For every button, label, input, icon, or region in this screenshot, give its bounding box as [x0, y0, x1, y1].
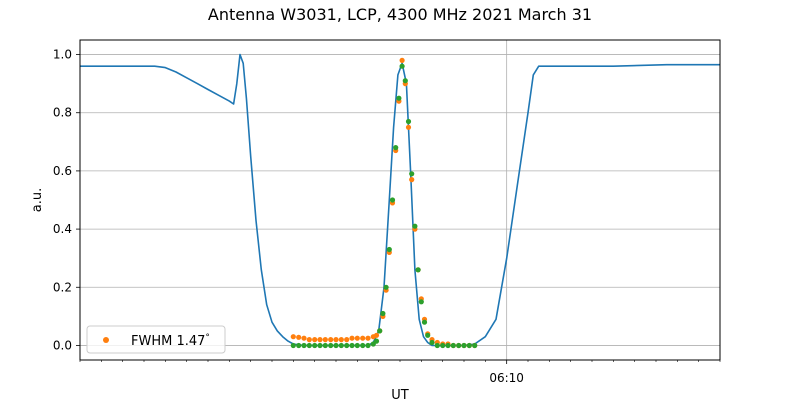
green-point	[360, 342, 366, 349]
green-point	[373, 338, 380, 344]
green-point	[434, 342, 440, 349]
green-point	[409, 171, 415, 177]
legend-marker	[103, 337, 109, 343]
orange-point	[317, 337, 323, 343]
orange-point	[322, 337, 328, 343]
green-point	[344, 342, 350, 349]
x-tick-label: 06:10	[489, 371, 524, 385]
green-point	[312, 342, 318, 349]
green-point	[328, 342, 334, 349]
green-point	[386, 246, 392, 253]
orange-point	[290, 334, 296, 340]
orange-point	[354, 335, 360, 341]
orange-point	[405, 124, 412, 130]
green-point	[338, 342, 344, 349]
orange-point	[399, 57, 405, 64]
legend-degree-symbol: °	[205, 333, 210, 343]
green-point	[450, 342, 456, 349]
green-point	[440, 342, 446, 349]
green-point	[365, 342, 371, 349]
y-axis: 0.0 0.2 0.4 0.6 0.8 1.0	[53, 48, 80, 352]
orange-point	[409, 177, 415, 183]
green-point	[306, 342, 312, 349]
green-point	[399, 63, 405, 69]
green-point	[301, 342, 307, 349]
orange-point	[328, 337, 334, 343]
orange-point	[301, 335, 307, 341]
green-point	[380, 310, 386, 317]
green-point	[461, 342, 467, 349]
y-tick-label: 1.0	[53, 48, 72, 62]
green-point	[317, 342, 323, 349]
orange-point	[349, 335, 355, 341]
legend-label-text: FWHM 1.47	[131, 334, 205, 349]
green-point	[402, 78, 408, 84]
green-point	[429, 339, 435, 346]
green-point	[405, 118, 412, 125]
green-point	[396, 95, 402, 101]
y-tick-label: 0.6	[53, 164, 72, 178]
green-point	[290, 342, 296, 349]
green-point	[322, 342, 328, 349]
green-point	[425, 332, 431, 338]
orange-point	[296, 334, 302, 340]
y-tick-label: 0.0	[53, 338, 72, 352]
green-point	[445, 342, 451, 349]
x-axis: 06:10	[79, 360, 721, 385]
series-layer	[80, 53, 720, 349]
green-point	[393, 145, 399, 151]
chart-title: Antenna W3031, LCP, 4300 MHz 2021 March …	[208, 5, 592, 24]
green-point	[296, 342, 302, 349]
green-point	[389, 197, 396, 203]
y-tick-label: 0.4	[53, 222, 72, 236]
legend-box	[86, 325, 226, 354]
legend: FWHM 1.47°	[86, 325, 226, 354]
green-point	[466, 342, 472, 349]
green-point	[333, 342, 339, 349]
green-point	[421, 319, 428, 325]
orange-point	[360, 335, 366, 341]
orange-point	[373, 332, 380, 338]
green-point	[456, 342, 462, 349]
y-axis-label: a.u.	[30, 188, 45, 212]
green-point	[415, 267, 421, 273]
orange-point	[312, 337, 318, 343]
legend-label: FWHM 1.47°	[131, 333, 210, 349]
orange-point	[338, 337, 344, 343]
green-point	[354, 342, 360, 349]
green-point	[472, 342, 478, 349]
green-point	[418, 299, 424, 305]
orange-point	[344, 337, 350, 343]
green-point	[383, 284, 389, 290]
green-point	[377, 328, 383, 334]
x-axis-label: UT	[391, 388, 409, 400]
y-tick-label: 0.2	[53, 280, 72, 294]
green-point	[349, 342, 355, 349]
y-tick-label: 0.8	[53, 106, 72, 120]
green-point	[412, 223, 418, 229]
orange-point	[365, 335, 371, 341]
orange-point	[333, 337, 339, 343]
orange-point	[306, 337, 312, 343]
